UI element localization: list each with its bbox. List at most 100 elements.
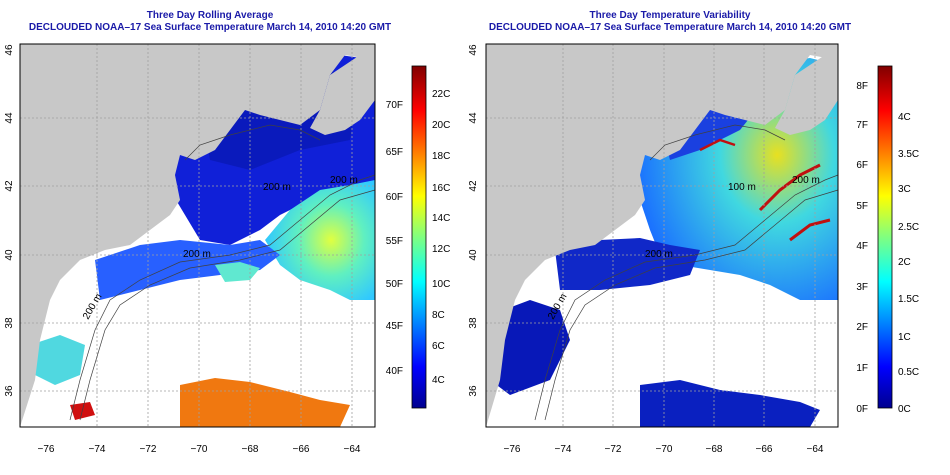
right-colorbar-c-label: 2C bbox=[898, 257, 911, 268]
right-x-tick: −66 bbox=[756, 444, 773, 455]
left-x-tick: −64 bbox=[344, 444, 361, 455]
right-colorbar-c-labels: 0C 0.5C 1C 1.5C 2C 2.5C 3C 3.5C 4C bbox=[898, 112, 919, 415]
left-colorbar-c-labels: 4C 6C 8C 10C 12C 14C 16C 18C 20C 22C bbox=[432, 89, 450, 386]
right-red-streak-2 bbox=[789, 218, 831, 242]
right-land-novascotia bbox=[775, 50, 838, 135]
left-colorbar-c-label: 8C bbox=[432, 310, 445, 321]
right-map: 200 m 100 m 200 m 200 m −76 −74 −72 −70 … bbox=[468, 43, 919, 455]
right-y-axis: 36 38 40 42 44 46 bbox=[468, 44, 479, 397]
right-y-tick: 36 bbox=[468, 385, 479, 397]
right-colorbar-c-label: 0.5C bbox=[898, 367, 919, 378]
right-colorbar-c-label: 0C bbox=[898, 404, 911, 415]
left-map: 200 m 200 m 200 m 200 m −76 −74 −72 −70 … bbox=[4, 43, 450, 455]
left-x-tick: −68 bbox=[242, 444, 259, 455]
right-colorbar-f-label: 6F bbox=[856, 160, 868, 171]
left-colorbar-c-label: 14C bbox=[432, 213, 450, 224]
right-x-axis: −76 −74 −72 −70 −68 −66 −64 bbox=[504, 444, 824, 455]
right-y-tick: 38 bbox=[468, 317, 479, 329]
left-land-novascotia bbox=[310, 50, 375, 135]
right-colorbar-c-label: 3.5C bbox=[898, 149, 919, 160]
left-colorbar-c-label: 4C bbox=[432, 375, 445, 386]
left-y-tick: 36 bbox=[4, 385, 15, 397]
right-x-tick: −76 bbox=[504, 444, 521, 455]
right-colorbar-f-label: 5F bbox=[856, 201, 868, 212]
right-colorbar bbox=[877, 65, 893, 409]
left-y-tick: 46 bbox=[4, 44, 15, 56]
left-colorbar-c-label: 6C bbox=[432, 341, 445, 352]
right-y-tick: 46 bbox=[468, 44, 479, 56]
left-x-tick: −72 bbox=[140, 444, 157, 455]
left-x-tick: −76 bbox=[38, 444, 55, 455]
right-y-tick: 40 bbox=[468, 249, 479, 261]
left-x-tick: −70 bbox=[191, 444, 208, 455]
right-colorbar-f-label: 8F bbox=[856, 81, 868, 92]
right-land-mainland bbox=[486, 44, 838, 427]
left-y-tick: 44 bbox=[4, 112, 15, 124]
left-contour-label-3: 200 m bbox=[330, 175, 358, 186]
right-contour-label-2: 100 m bbox=[728, 182, 756, 193]
right-colorbar-f-label: 3F bbox=[856, 282, 868, 293]
right-map-subtitle: DECLOUDED NOAA–17 Sea Surface Temperatur… bbox=[488, 22, 852, 33]
right-red-streak-1 bbox=[758, 163, 821, 212]
right-colorbar-f-label: 0F bbox=[856, 404, 868, 415]
left-cyan-patch bbox=[215, 262, 260, 282]
left-colorbar-c-label: 20C bbox=[432, 120, 450, 131]
right-colorbar-c-label: 1C bbox=[898, 332, 911, 343]
right-x-tick: −70 bbox=[656, 444, 673, 455]
left-y-tick: 38 bbox=[4, 317, 15, 329]
left-colorbar-f-label: 40F bbox=[386, 366, 403, 377]
left-colorbar-f-labels: 40F 45F 50F 55F 60F 65F 70F bbox=[386, 100, 403, 377]
left-colorbar-f-label: 65F bbox=[386, 147, 403, 158]
right-south-patch bbox=[490, 300, 570, 395]
right-red-streak-3 bbox=[699, 138, 736, 152]
left-land-mainland bbox=[20, 44, 375, 427]
left-warm-gulfstream-region bbox=[265, 180, 375, 300]
left-title: Three Day Rolling Average DECLOUDED NOAA… bbox=[20, 10, 400, 34]
right-colorbar-f-label: 4F bbox=[856, 241, 868, 252]
right-y-tick: 42 bbox=[468, 180, 479, 192]
left-x-axis: −76 −74 −72 −70 −68 −66 −64 bbox=[38, 444, 361, 455]
right-title: Three Day Temperature Variability DECLOU… bbox=[480, 10, 860, 34]
left-colorbar-f-label: 55F bbox=[386, 236, 403, 247]
left-colorbar-c-label: 22C bbox=[432, 89, 450, 100]
right-south-bottom bbox=[640, 380, 820, 427]
left-y-axis: 36 38 40 42 44 46 bbox=[4, 44, 15, 397]
left-colorbar bbox=[411, 65, 427, 409]
right-colorbar-f-labels: 0F 1F 2F 3F 4F 5F 6F 7F 8F bbox=[856, 81, 868, 415]
right-colorbar-f-label: 1F bbox=[856, 363, 868, 374]
right-contour-label-1: 200 m bbox=[645, 249, 673, 260]
left-colorbar-f-label: 70F bbox=[386, 100, 403, 111]
left-south-patch bbox=[30, 335, 85, 385]
right-colorbar-c-label: 4C bbox=[898, 112, 911, 123]
right-y-tick: 44 bbox=[468, 112, 479, 124]
left-y-tick: 42 bbox=[4, 180, 15, 192]
left-colorbar-f-label: 50F bbox=[386, 279, 403, 290]
right-colorbar-c-label: 2.5C bbox=[898, 222, 919, 233]
left-y-tick: 40 bbox=[4, 249, 15, 261]
left-map-subtitle: DECLOUDED NOAA–17 Sea Surface Temperatur… bbox=[28, 22, 392, 33]
left-bathymetry-contours bbox=[69, 124, 376, 421]
left-colorbar-f-label: 45F bbox=[386, 321, 403, 332]
left-map-border bbox=[19, 43, 376, 428]
right-contour-label-3: 200 m bbox=[792, 175, 820, 186]
left-colorbar-c-label: 10C bbox=[432, 279, 450, 290]
left-contour-label-2: 200 m bbox=[263, 182, 291, 193]
left-colorbar-f-label: 60F bbox=[386, 192, 403, 203]
right-colorbar-f-label: 7F bbox=[856, 120, 868, 131]
left-contour-label-1: 200 m bbox=[183, 249, 211, 260]
left-warm-south bbox=[180, 378, 350, 427]
right-grid bbox=[486, 44, 838, 427]
right-bathymetry-contours bbox=[534, 124, 839, 421]
right-x-tick: −72 bbox=[605, 444, 622, 455]
right-x-tick: −64 bbox=[807, 444, 824, 455]
left-grid bbox=[20, 44, 375, 427]
left-colorbar-c-label: 16C bbox=[432, 183, 450, 194]
left-colorbar-c-label: 12C bbox=[432, 244, 450, 255]
right-colorbar-c-label: 1.5C bbox=[898, 294, 919, 305]
right-map-border bbox=[485, 43, 839, 428]
left-map-title: Three Day Rolling Average bbox=[146, 10, 274, 21]
left-colorbar-c-label: 18C bbox=[432, 151, 450, 162]
right-x-tick: −74 bbox=[555, 444, 572, 455]
left-x-tick: −74 bbox=[89, 444, 106, 455]
